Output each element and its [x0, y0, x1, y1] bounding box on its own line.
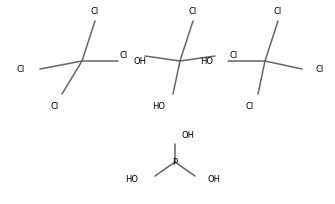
Text: Cl: Cl — [274, 8, 282, 16]
Text: Cl: Cl — [51, 102, 59, 111]
Text: OH: OH — [133, 57, 146, 66]
Text: Cl: Cl — [246, 102, 254, 111]
Text: Cl: Cl — [189, 8, 197, 16]
Text: OH: OH — [207, 175, 220, 184]
Text: OH: OH — [182, 131, 195, 140]
Text: Cl: Cl — [17, 65, 25, 74]
Text: Cl: Cl — [120, 50, 128, 59]
Text: Cl: Cl — [91, 8, 99, 16]
Text: P: P — [173, 158, 178, 167]
Text: HO: HO — [200, 57, 213, 66]
Text: HO: HO — [152, 102, 165, 111]
Text: Cl: Cl — [315, 65, 323, 74]
Text: Cl: Cl — [230, 50, 238, 59]
Text: HO: HO — [125, 175, 138, 184]
